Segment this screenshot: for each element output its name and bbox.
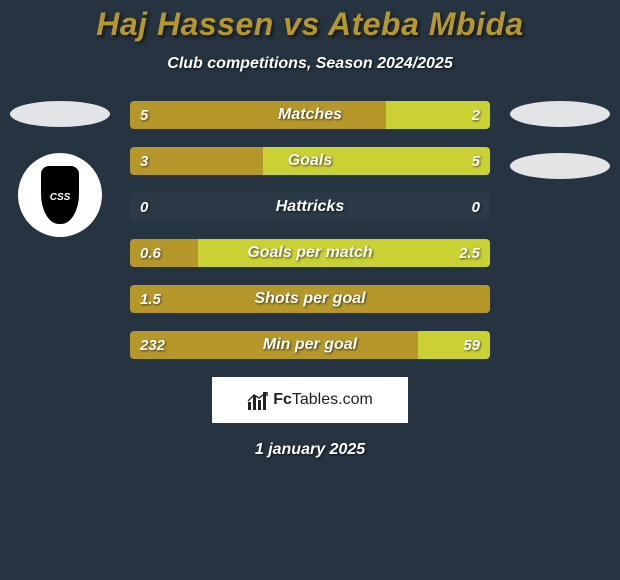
stat-bar-left-value: 5 [140,101,148,129]
stat-bar-left-value: 3 [140,147,148,175]
crest-shield-icon: CSS [41,166,79,224]
player-left-club-crest: CSS [18,153,102,237]
stat-bar-right-value: 2.5 [459,239,480,267]
page-title: Haj Hassen vs Ateba Mbida [0,6,620,43]
player-right-club-placeholder [510,153,610,179]
comparison-card: Haj Hassen vs Ateba Mbida Club competiti… [0,0,620,459]
stat-bar-left-value: 0.6 [140,239,161,267]
stat-bar: Matches5 2 [130,101,490,129]
stat-bar-label: Shots per goal [130,285,490,313]
stat-bar-label: Min per goal [130,331,490,359]
page-subtitle: Club competitions, Season 2024/2025 [0,55,620,73]
stat-bars: Matches52Goals35Hattricks00Goals per mat… [110,101,510,359]
title-vs: vs [283,6,328,42]
player-right-avatar-placeholder [510,101,610,127]
right-side [510,101,610,359]
player-left-avatar-placeholder [10,101,110,127]
stat-bar-left-value: 232 [140,331,165,359]
stat-bar-label: Goals per match [130,239,490,267]
stat-bar: Goals3 5 [130,147,490,175]
stat-bar-label: Hattricks [130,193,490,221]
stat-bar-label: Goals [130,147,490,175]
stat-bar-right-value: 59 [463,331,480,359]
stat-bar-left-value: 1.5 [140,285,161,313]
stat-bar-left-value: 0 [140,193,148,221]
player-left-name: Haj Hassen [96,6,274,42]
stat-bar-right-value: 2 [472,101,480,129]
stat-bar: Min per goal232 59 [130,331,490,359]
stat-bar-label: Matches [130,101,490,129]
player-right-name: Ateba Mbida [328,6,524,42]
chart-area: CSS Matches52Goals35Hattricks00Goals per… [0,101,620,359]
date-label: 1 january 2025 [0,441,620,459]
crest-text: CSS [41,192,79,203]
stat-bar: Shots per goal1.5 [130,285,490,313]
brand-badge: FcTables.com [212,377,408,423]
left-side: CSS [10,101,110,359]
stat-bar: Goals per match0.6 2.5 [130,239,490,267]
brand-text: FcTables.com [273,391,373,409]
brand-chart-icon [247,390,269,410]
stat-bar-right-value: 0 [472,193,480,221]
stat-bar-right-value: 5 [472,147,480,175]
stat-bar: Hattricks0 0 [130,193,490,221]
brand-suffix: Tables.com [292,391,373,408]
brand-prefix: Fc [273,391,292,408]
